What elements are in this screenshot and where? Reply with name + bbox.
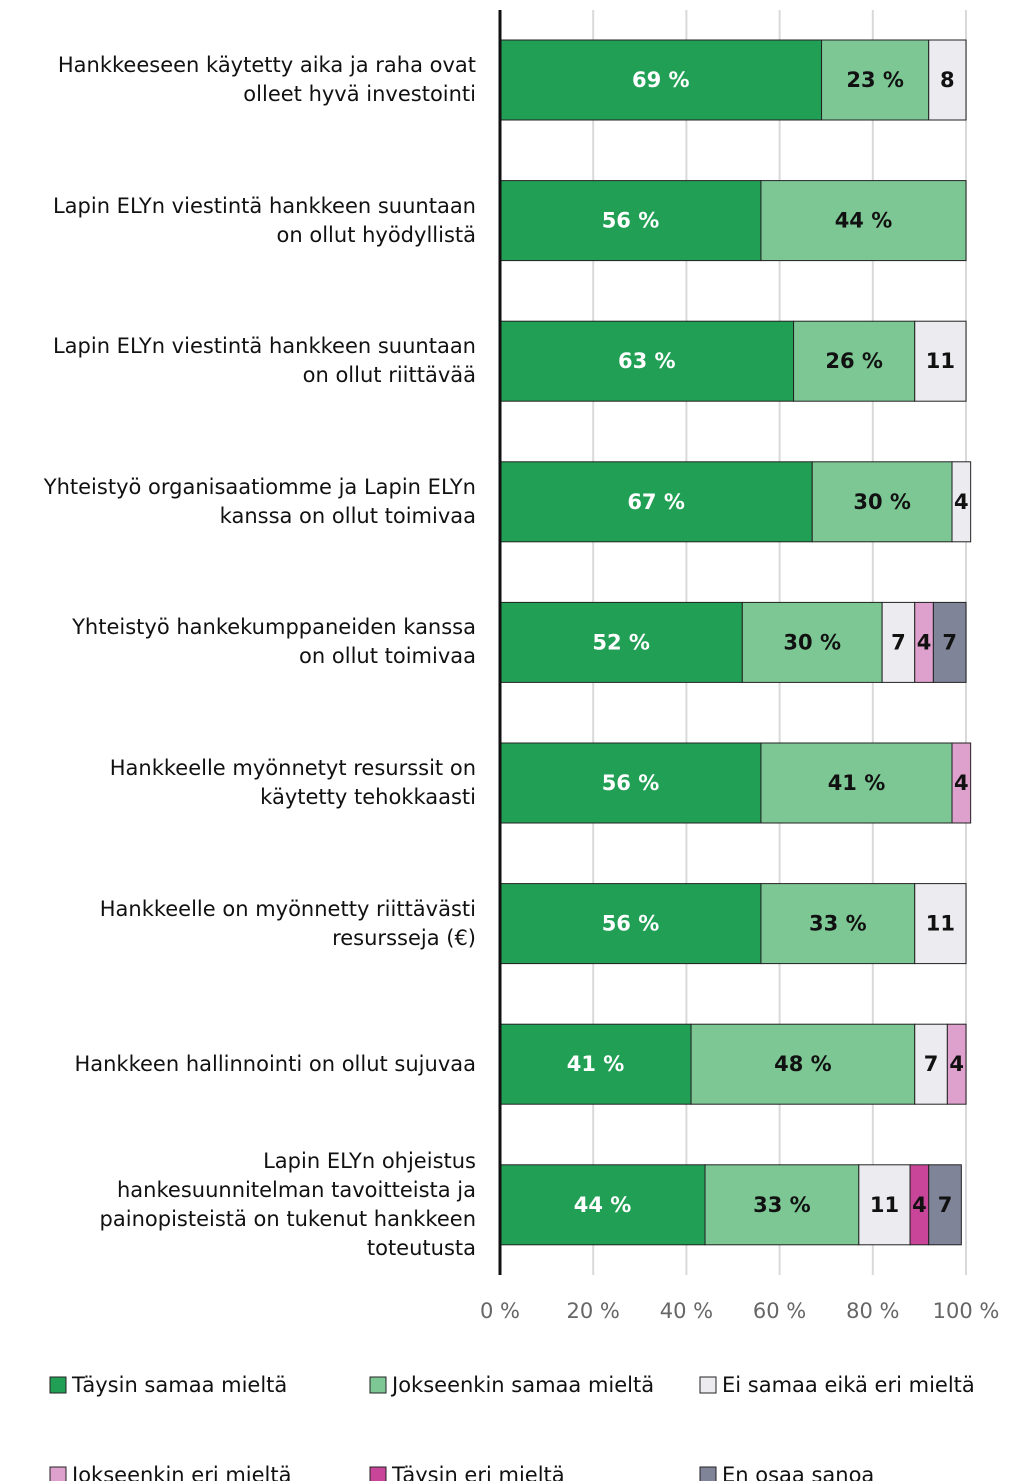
legend-swatch (699, 1376, 717, 1394)
bar-segment (928, 39, 967, 121)
bar-segment (946, 1023, 967, 1105)
legend-label: Täysin eri mieltä (391, 1463, 565, 1481)
bar-segment (704, 1164, 860, 1246)
data-label: 26 % (825, 349, 883, 373)
data-label: 30 % (783, 630, 841, 654)
bar-segment (858, 1164, 911, 1246)
category-label: Lapin ELYn viestintä hankkeen suuntaan o… (52, 193, 476, 247)
category-label: Hankkeen hallinnointi on ollut sujuvaa (74, 1051, 476, 1076)
legend-label: Ei samaa eikä eri mieltä (722, 1373, 975, 1397)
x-tick-label: 100 % (933, 1299, 1000, 1323)
legend-swatch (369, 1466, 387, 1481)
bar-segment (690, 1023, 916, 1105)
bar-segment (821, 39, 930, 121)
data-label: 7 (924, 1052, 939, 1076)
x-tick-label: 0 % (480, 1299, 520, 1323)
data-label: 44 % (574, 1193, 632, 1217)
bar-segment (499, 1164, 706, 1246)
bar-segment (951, 461, 972, 543)
bar-segment (811, 461, 953, 543)
data-label: 7 (942, 630, 957, 654)
bar-segment (499, 39, 823, 121)
bar-segment (914, 883, 967, 965)
data-label: 48 % (774, 1052, 832, 1076)
category-label: Yhteistyö organisaatiomme ja Lapin ELYn … (43, 474, 476, 528)
bar-segment (499, 320, 795, 402)
legend-label: Jokseenkin eri mieltä (70, 1463, 292, 1481)
bar-segment (881, 601, 916, 683)
data-label: 69 % (632, 68, 690, 92)
data-label: 44 % (835, 209, 893, 233)
data-label: 11 (870, 1193, 899, 1217)
data-label: 11 (926, 349, 955, 373)
category-label: Yhteistyö hankekumppaneiden kanssa on ol… (72, 615, 476, 669)
category-label: Hankkeelle myönnetyt resurssit on käytet… (109, 756, 476, 809)
legend-label: En osaa sanoa (722, 1463, 874, 1481)
data-label: 30 % (853, 490, 911, 514)
data-label: 41 % (567, 1052, 625, 1076)
x-tick-label: 80 % (846, 1299, 899, 1323)
data-label: 4 (954, 490, 969, 514)
category-label: Lapin ELYn viestintä hankkeen suuntaan o… (52, 334, 476, 388)
bar-segment (499, 883, 762, 965)
bar-segment (793, 320, 916, 402)
data-label: 33 % (809, 912, 867, 936)
bar-segment (914, 320, 967, 402)
data-label: 52 % (592, 630, 650, 654)
data-label: 23 % (846, 68, 904, 92)
x-tick-label: 20 % (567, 1299, 620, 1323)
legend-swatch (369, 1376, 387, 1394)
data-label: 4 (912, 1193, 927, 1217)
bar-segment (760, 883, 916, 965)
category-label: Hankkeeseen käytetty aika ja raha ovat o… (57, 53, 476, 106)
data-label: 4 (917, 630, 932, 654)
category-label: Lapin ELYn ohjeistus hankesuunnitelman t… (99, 1148, 476, 1260)
data-label: 67 % (627, 490, 685, 514)
bar-segment (760, 180, 967, 262)
data-label: 63 % (618, 349, 676, 373)
legend-label: Jokseenkin samaa mieltä (390, 1373, 654, 1397)
data-label: 56 % (602, 912, 660, 936)
data-label: 56 % (602, 771, 660, 795)
data-label: 41 % (828, 771, 886, 795)
legend-swatch (49, 1376, 67, 1394)
data-label: 8 (940, 68, 955, 92)
x-tick-label: 60 % (753, 1299, 806, 1323)
data-label: 7 (938, 1193, 953, 1217)
legend-swatch (49, 1466, 67, 1481)
legend-label: Täysin samaa mieltä (71, 1373, 287, 1397)
data-label: 33 % (753, 1193, 811, 1217)
x-tick-label: 40 % (660, 1299, 713, 1323)
legend-swatch (699, 1466, 717, 1481)
data-label: 56 % (602, 209, 660, 233)
data-label: 4 (949, 1052, 964, 1076)
bar-segment (951, 742, 972, 824)
bar-segment (741, 601, 883, 683)
bar-segment (932, 601, 967, 683)
bar-segment (760, 742, 953, 824)
data-label: 11 (926, 912, 955, 936)
bar-segment (914, 1023, 948, 1105)
data-label: 7 (891, 630, 906, 654)
category-label: Hankkeelle on myönnetty riittävästi resu… (99, 896, 476, 950)
bar-segment (928, 1164, 962, 1246)
bar-segment (499, 742, 762, 824)
data-label: 4 (954, 771, 969, 795)
